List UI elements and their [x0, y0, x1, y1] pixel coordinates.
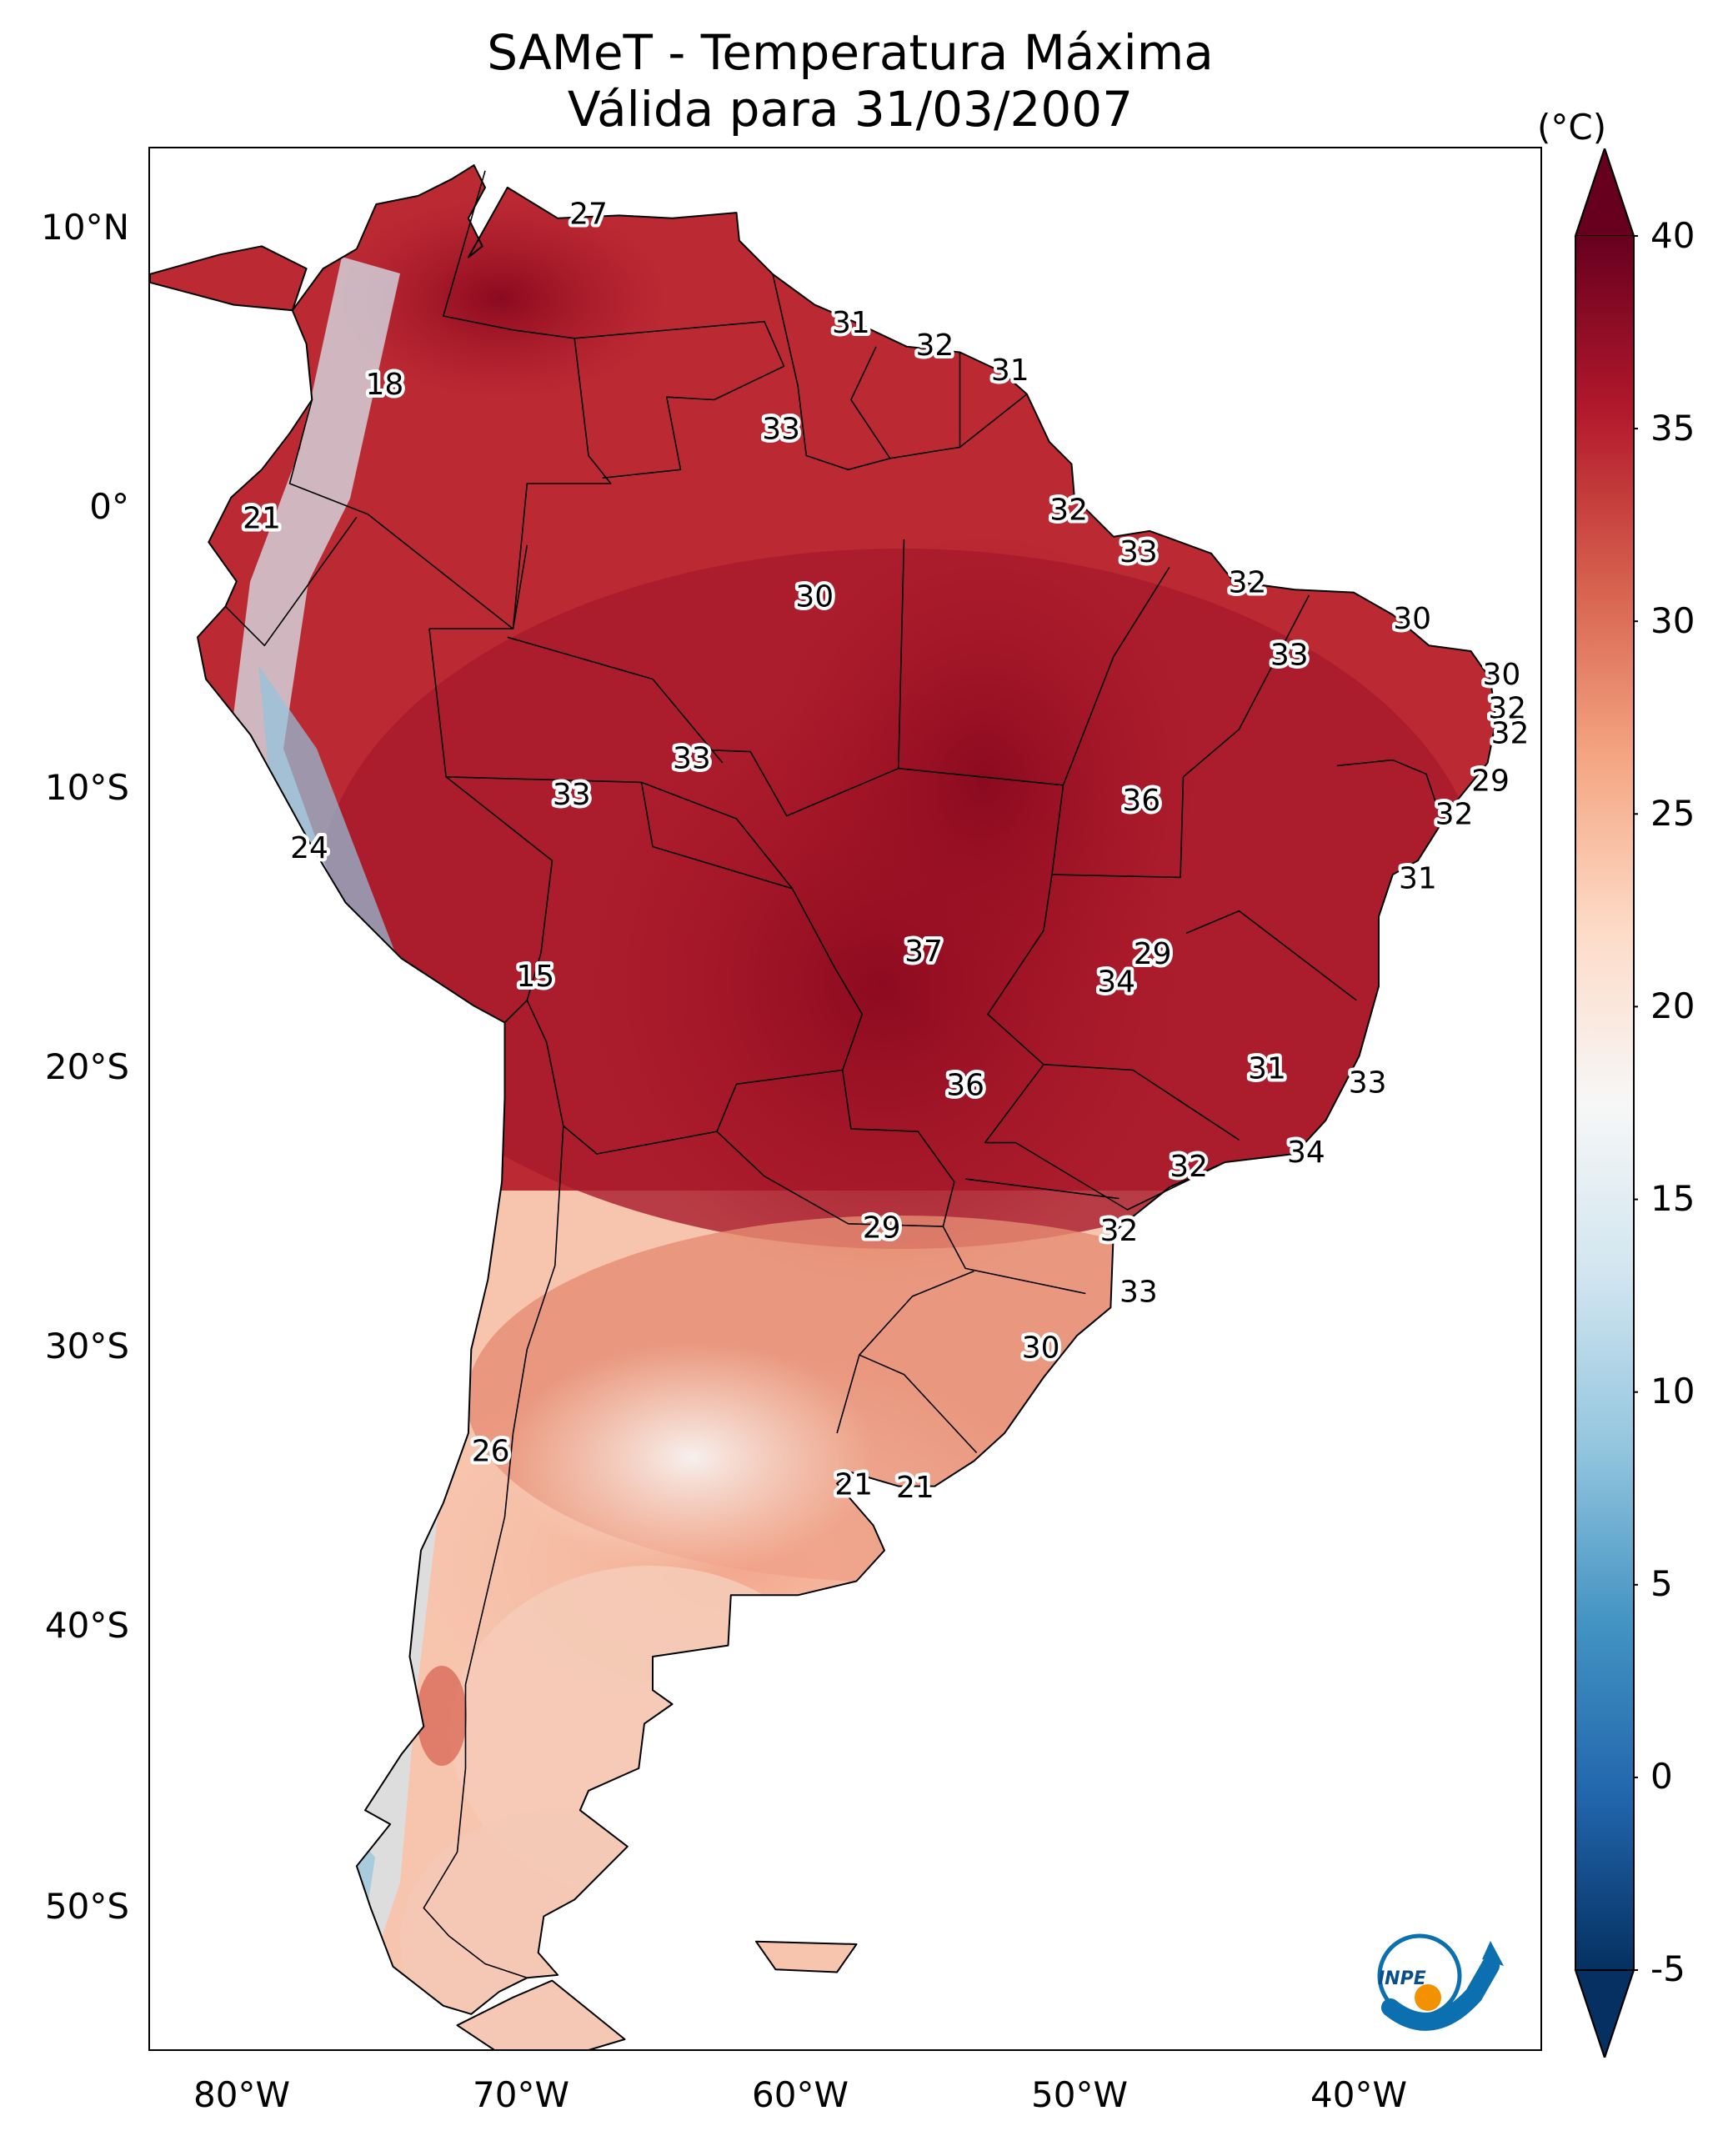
- border-line: [526, 1000, 843, 1155]
- border-line: [429, 544, 528, 629]
- colorbar-label-35: 35: [1650, 408, 1695, 449]
- temperature-field: [150, 165, 1496, 2049]
- contour-label: 34: [1097, 965, 1135, 1000]
- contour-label: 33: [762, 412, 800, 446]
- lon-tick-70w: 70°W: [473, 2074, 569, 2115]
- colorbar-gradient: [1575, 236, 1634, 1970]
- lat-tick-10n: 10°N: [41, 207, 129, 248]
- colorbar-label-25: 25: [1650, 793, 1695, 834]
- colorbar-label-5: 5: [1650, 1563, 1673, 1604]
- contour-label: 31: [1399, 862, 1437, 896]
- contour-label: 32: [1435, 798, 1474, 832]
- contour-label: 30: [1482, 658, 1520, 692]
- lon-tick-50w: 50°W: [1031, 2074, 1128, 2115]
- colorbar-label-0: 0: [1650, 1756, 1673, 1797]
- contour-label: 32: [1229, 566, 1267, 600]
- border-line: [984, 1064, 1220, 1211]
- border-line: [987, 776, 1240, 1141]
- border-line: [224, 516, 358, 647]
- lat-tick-10s: 10°S: [44, 767, 129, 808]
- border-line: [772, 273, 1028, 471]
- border-line: [1062, 567, 1170, 786]
- border-line: [716, 1070, 955, 1227]
- lat-tick-20s: 20°S: [44, 1046, 129, 1087]
- contour-label: 32: [1170, 1150, 1208, 1184]
- colorbar-label-30: 30: [1650, 600, 1695, 641]
- lat-tick-50s: 50°S: [44, 1886, 129, 1927]
- contour-label: 29: [863, 1211, 901, 1246]
- border-line: [836, 1354, 860, 1434]
- contour-label: 32: [1100, 1214, 1139, 1248]
- contour-label: 33: [673, 742, 711, 776]
- border-line: [1185, 910, 1357, 1001]
- border-line: [423, 1126, 564, 1979]
- contour-label: 37: [904, 935, 943, 969]
- border-line: [443, 170, 612, 629]
- lat-tick-0: 0°: [89, 486, 129, 527]
- colorbar-label-10: 10: [1650, 1371, 1695, 1411]
- contour-label: 32: [1049, 494, 1088, 528]
- contour-label: 33: [1349, 1065, 1387, 1100]
- logo-text: INPE: [1378, 1968, 1426, 1989]
- border-line: [1336, 759, 1439, 808]
- colorbar: [1574, 148, 1638, 2058]
- contour-label: 15: [516, 960, 554, 994]
- border-line: [942, 1226, 1086, 1295]
- contour-label: 34: [1287, 1136, 1325, 1170]
- inpe-logo: INPE: [1377, 1933, 1504, 2031]
- border-line: [680, 748, 899, 817]
- contour-label: 32: [1488, 691, 1526, 725]
- colorbar-max-arrow: [1574, 148, 1635, 237]
- map-title: SAMeT - Temperatura Máxima: [487, 24, 1214, 81]
- contour-label: 31: [1248, 1052, 1286, 1086]
- contour-label: 21: [243, 502, 281, 536]
- contour-label: 24: [290, 831, 328, 865]
- border-line: [1182, 594, 1310, 778]
- border-line: [574, 320, 785, 479]
- coastline: [150, 164, 1497, 2049]
- contour-label: 26: [472, 1435, 510, 1469]
- lon-tick-60w: 60°W: [752, 2074, 849, 2115]
- contour-label: 33: [1119, 535, 1158, 569]
- lat-tick-30s: 30°S: [44, 1326, 129, 1366]
- contour-label: 32: [1491, 717, 1530, 751]
- colorbar-label-minus5: -5: [1650, 1948, 1685, 1989]
- contour-label: 36: [1122, 784, 1160, 818]
- contour-label: 29: [1471, 764, 1510, 798]
- contour-label: 33: [1119, 1276, 1158, 1310]
- colorbar-min-arrow: [1574, 1969, 1635, 2058]
- lon-tick-80w: 80°W: [193, 2074, 290, 2115]
- lat-tick-40s: 40°S: [44, 1605, 129, 1646]
- border-line: [641, 781, 794, 890]
- border-line: [850, 346, 891, 459]
- map-subtitle: Válida para 31/03/2007: [567, 81, 1134, 138]
- contour-label: 18: [365, 368, 403, 402]
- contour-label: 31: [832, 306, 870, 340]
- contour-label: 36: [946, 1069, 984, 1103]
- colorbar-label-20: 20: [1650, 985, 1695, 1026]
- contour-label: 30: [795, 579, 834, 614]
- contour-label: 33: [553, 778, 591, 812]
- contour-label: 30: [1393, 602, 1431, 636]
- contour-label: 30: [1022, 1331, 1060, 1366]
- contour-label: 29: [1134, 937, 1172, 971]
- country-borders: [224, 170, 1439, 1979]
- lon-tick-40w: 40°W: [1310, 2074, 1407, 2115]
- border-line: [507, 636, 724, 764]
- colorbar-label-40: 40: [1650, 215, 1695, 256]
- border-line: [965, 1178, 1119, 1200]
- contour-label: 31: [991, 353, 1029, 388]
- colorbar-unit: (°C): [1537, 107, 1607, 148]
- map-area[interactable]: 27 18 31 32 31 33 21 32 33 30 32 30 33 30 32 32 33 33 36 29…: [148, 147, 1542, 2051]
- contour-label: 32: [915, 328, 954, 363]
- colorbar-label-15: 15: [1650, 1178, 1695, 1219]
- contour-label: 21: [834, 1468, 873, 1502]
- contour-label: 33: [1270, 639, 1309, 673]
- contour-label: 21: [896, 1471, 934, 1505]
- contour-label: 27: [569, 197, 608, 231]
- border-line: [898, 539, 1064, 875]
- border-line: [288, 399, 513, 629]
